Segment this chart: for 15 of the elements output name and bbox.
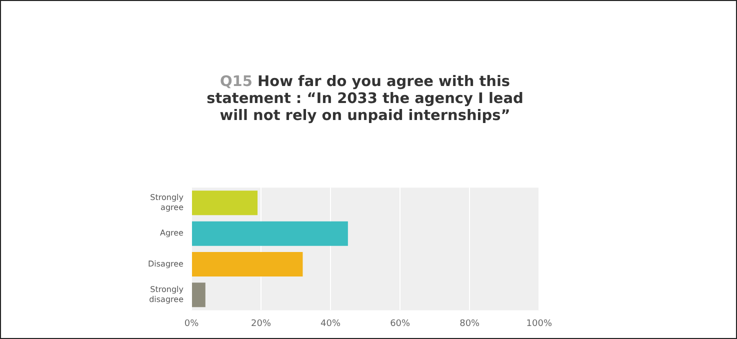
y-tick-label: Strongly disagree (149, 285, 184, 304)
bar (192, 221, 348, 246)
bar (192, 190, 258, 216)
y-tick-label: Agree (160, 228, 184, 238)
x-tick-label: 20% (251, 318, 272, 329)
x-tick-label: 40% (320, 318, 341, 329)
x-tick-label: 0% (184, 318, 200, 329)
x-tick-label: 100% (526, 318, 552, 329)
bar (192, 252, 303, 276)
chart-title: Q15 How far do you agree with this statement : “In 2033 the agency I lead will not rely on unpaid internships” (206, 74, 524, 125)
y-tick-label: Strongly agree (150, 193, 184, 212)
bar (192, 282, 206, 308)
x-tick-label: 80% (460, 318, 480, 329)
x-tick-label: 60% (390, 318, 411, 329)
y-tick-label: Disagree (148, 259, 184, 268)
